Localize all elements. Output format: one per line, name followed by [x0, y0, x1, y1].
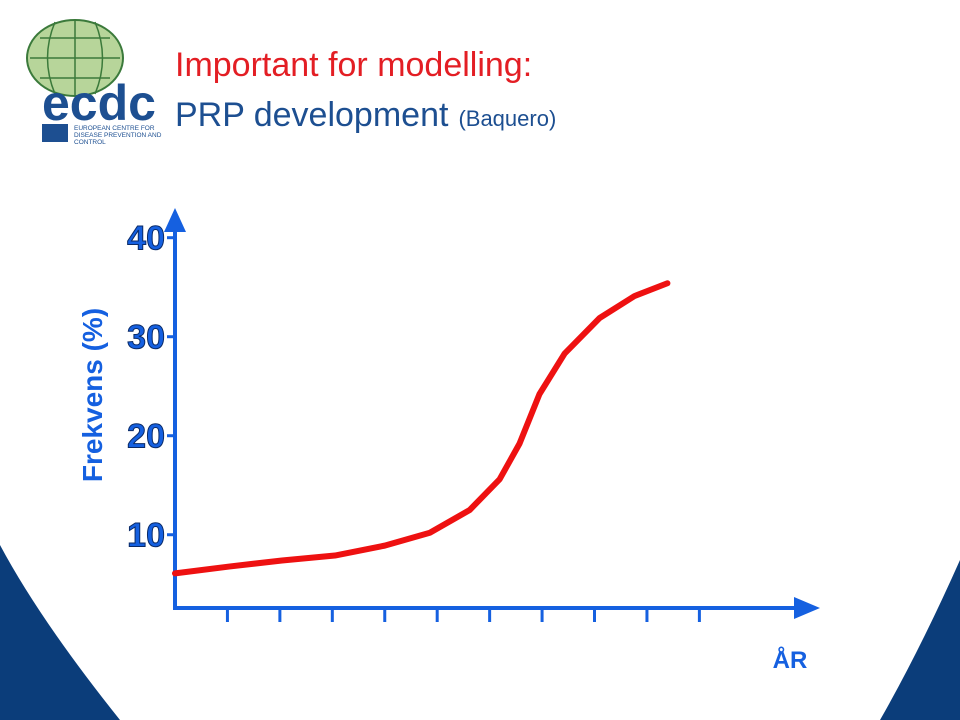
data-line — [172, 280, 671, 577]
y-tick-label: 30 — [127, 319, 165, 357]
corner-swoosh-left — [0, 545, 120, 720]
y-tick-label: 40 — [127, 220, 165, 258]
corner-swoosh-right — [880, 560, 960, 720]
logo-subtitle: CONTROL — [74, 139, 106, 146]
eu-flag — [42, 124, 68, 142]
source: (Baquero) — [458, 106, 556, 131]
y-tick-label: 20 — [127, 418, 165, 456]
y-axis-label: Frekvens (%) — [77, 308, 108, 482]
x-axis-label: ÅR — [773, 646, 808, 674]
logo-grid — [30, 20, 120, 96]
subtitle-main: PRP development — [175, 96, 449, 134]
logo-name: ecdc — [42, 75, 156, 131]
logo-subtitle: DISEASE PREVENTION AND — [74, 132, 162, 139]
y-tick-label: 10 — [127, 517, 165, 555]
y-axis-arrow — [164, 208, 186, 232]
logo: ecdc EUROPEAN CENTRE FOR DISEASE PREVENT… — [26, 19, 162, 146]
logo-subtitle: EUROPEAN CENTRE FOR — [74, 125, 155, 132]
x-axis-arrow — [794, 597, 820, 619]
subtitle: PRP development (Baquero) — [175, 96, 556, 134]
title: Important for modelling: — [175, 46, 532, 84]
